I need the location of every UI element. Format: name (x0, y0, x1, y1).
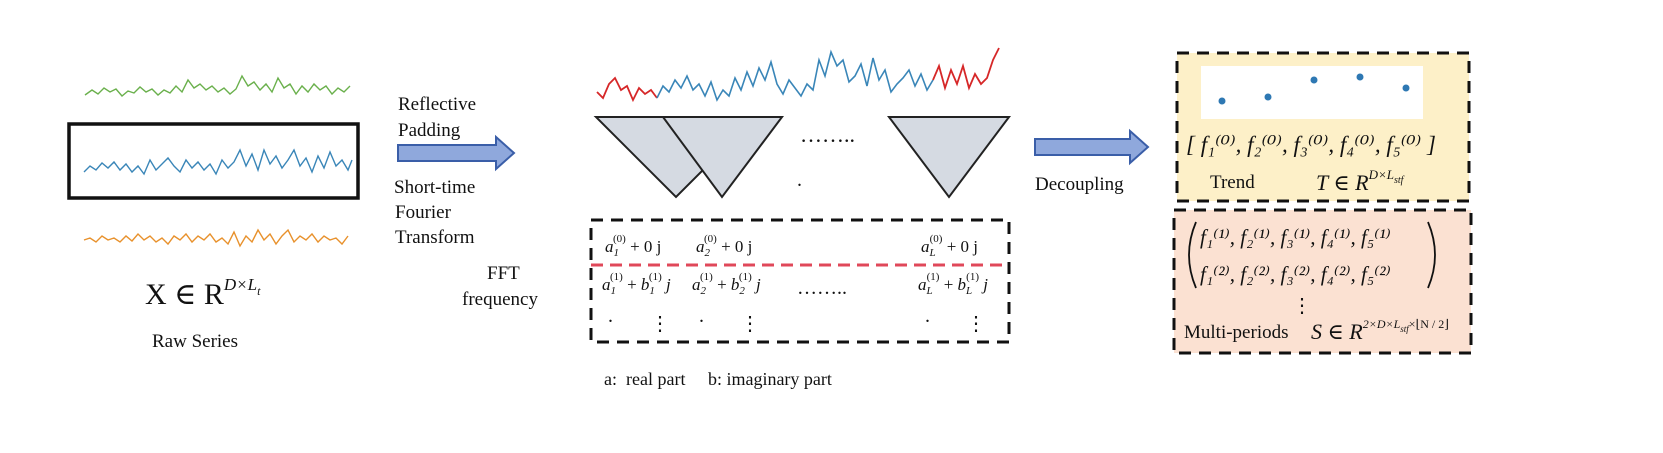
svg-text:aL(1) + bL(1) j: aL(1) + bL(1) j (918, 271, 988, 297)
arrow-right-icon (1034, 128, 1150, 166)
svg-text:a2(0) + 0 j: a2(0) + 0 j (696, 233, 752, 259)
raw-series-blue-line (83, 147, 353, 176)
legend-text: a: real part b: imaginary part (604, 369, 832, 389)
window-triangle-2 (661, 116, 784, 199)
freq-row0-item-3: aL(0) + 0 j (921, 233, 978, 259)
fft-label-line-1: FFT (487, 263, 520, 284)
periods-vdots: ⋮ (1292, 295, 1312, 317)
freq-dot-1: . (608, 305, 613, 327)
freq-vdots-3: ⋮ (966, 313, 986, 335)
padded-series-red-left (596, 76, 658, 103)
window-triangle-3 (887, 116, 1011, 199)
selected-series-frame (67, 122, 360, 200)
padded-series-red-right (932, 47, 1000, 92)
svg-text:aL(0) + 0 j: aL(0) + 0 j (921, 233, 978, 259)
freq-row1-dots: …….. (797, 277, 847, 299)
trend-vector: [ f₁⁽⁰⁾, f₂⁽⁰⁾, f₃⁽⁰⁾, f₄⁽⁰⁾, f₅⁽⁰⁾ ] (1186, 132, 1436, 157)
trend-point (1356, 73, 1364, 81)
padded-series-blue (656, 49, 934, 102)
freq-row0-item-2: a2(0) + 0 j (696, 233, 752, 259)
raw-series-green-line (84, 74, 351, 97)
trend-point (1310, 76, 1318, 84)
trend-formula: T ∈ RD×Lstf (1316, 167, 1405, 195)
freq-vdots-1: ⋮ (650, 313, 670, 335)
trend-point (1264, 93, 1272, 101)
trend-point (1402, 84, 1410, 92)
arrow-right-icon (397, 134, 516, 172)
freq-row1-item-3: aL(1) + bL(1) j (918, 271, 988, 297)
raw-caption: Raw Series (152, 331, 238, 352)
freq-row1-item-2: a2(1) + b2(1) j (692, 271, 761, 297)
periods-row2: f₁⁽²⁾, f₂⁽²⁾, f₃⁽²⁾, f₄⁽²⁾, f₅⁽²⁾ (1200, 262, 1391, 286)
decoupling-label: Decoupling (1035, 174, 1124, 195)
arrow1-bottom-line-2: Fourier (395, 202, 452, 223)
frequency-box (589, 218, 1011, 344)
periods-row1: f₁⁽¹⁾, f₂⁽¹⁾, f₃⁽¹⁾, f₄⁽¹⁾, f₅⁽¹⁾ (1200, 225, 1391, 249)
freq-dot-3: . (925, 305, 930, 327)
trend-point (1218, 97, 1226, 105)
fft-label-line-2: frequency (462, 289, 538, 310)
trend-label: Trend (1210, 172, 1255, 193)
freq-row0-item-1: a1(0) + 0 j (605, 233, 661, 259)
arrow1-top-line-1: Reflective (398, 94, 476, 115)
periods-label: Multi-periods (1184, 322, 1289, 343)
raw-formula: X ∈ RD×Lt (145, 275, 261, 311)
periods-box (1172, 208, 1473, 355)
freq-row1-item-1: a1(1) + b1(1) j (602, 271, 671, 297)
periods-formula: S ∈ R2×D×Lstf×⌊N / 2⌋ (1311, 317, 1449, 344)
raw-series-orange-line (83, 228, 349, 248)
svg-text:a2(1) + b2(1) j: a2(1) + b2(1) j (692, 271, 761, 297)
svg-text:a1(1) + b1(1) j: a1(1) + b1(1) j (602, 271, 671, 297)
periods-left-paren (1188, 221, 1197, 289)
freq-vdots-2: ⋮ (740, 313, 760, 335)
arrow1-bottom-line-1: Short-time (394, 177, 475, 198)
window-dots: …….. (800, 122, 855, 147)
arrow1-top-line-2: Padding (398, 120, 461, 141)
freq-dot-2: . (699, 305, 704, 327)
periods-right-paren (1427, 221, 1436, 289)
svg-text:a1(0) + 0 j: a1(0) + 0 j (605, 233, 661, 259)
trend-plot-area (1201, 66, 1423, 119)
window-dot: . (797, 169, 802, 191)
arrow1-bottom-line-3: Transform (395, 227, 475, 248)
